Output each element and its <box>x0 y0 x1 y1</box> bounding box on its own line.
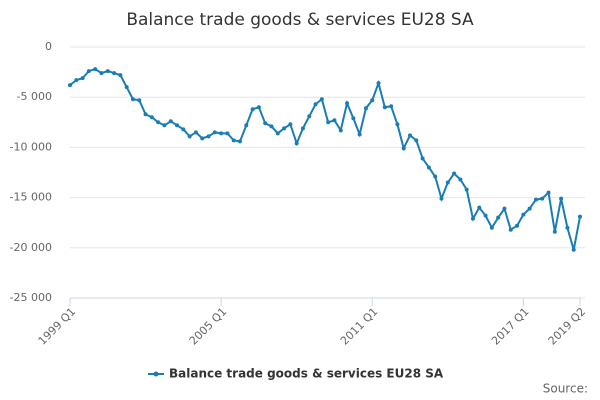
point <box>540 196 545 201</box>
point <box>124 85 129 90</box>
point <box>313 102 318 107</box>
point <box>445 180 450 185</box>
point <box>282 126 287 131</box>
y-tick-label: -15 000 <box>10 191 52 204</box>
point <box>250 107 255 112</box>
point <box>439 196 444 201</box>
point <box>200 136 205 141</box>
point <box>559 196 564 201</box>
x-tick-label: 2011 Q1 <box>338 305 381 348</box>
point <box>483 213 488 218</box>
point <box>345 101 350 106</box>
source: Source: <box>543 382 588 396</box>
point <box>370 98 375 103</box>
point <box>338 128 343 133</box>
point <box>68 83 72 88</box>
point <box>168 119 173 124</box>
point <box>219 131 224 136</box>
point <box>376 81 381 86</box>
point <box>565 225 570 230</box>
point <box>533 197 538 202</box>
point <box>319 97 324 102</box>
y-tick-label: -10 000 <box>10 140 52 153</box>
point <box>502 206 507 211</box>
point <box>571 247 576 252</box>
point <box>225 131 230 136</box>
x-tick-label: 2019 Q2 <box>546 305 589 348</box>
point <box>256 105 261 110</box>
point <box>527 206 532 211</box>
point <box>414 138 419 143</box>
point <box>80 76 85 81</box>
point <box>238 139 242 144</box>
point <box>363 106 368 111</box>
point <box>408 133 412 138</box>
point <box>294 141 299 146</box>
x-tick-label: 1999 Q1 <box>36 305 79 348</box>
point <box>477 205 482 210</box>
legend-label: Balance trade goods & services EU28 SA <box>169 367 444 381</box>
point <box>389 104 394 109</box>
point <box>470 216 475 221</box>
point <box>86 69 91 74</box>
point <box>137 98 142 103</box>
point <box>395 122 400 127</box>
point <box>458 177 463 182</box>
point <box>149 115 154 120</box>
y-tick-label: -20 000 <box>10 241 52 254</box>
point <box>433 174 438 179</box>
point <box>452 171 457 176</box>
point <box>231 138 236 143</box>
legend-marker <box>153 371 159 377</box>
point <box>326 120 331 125</box>
y-tick-label: -5 000 <box>17 90 52 103</box>
point <box>521 212 526 217</box>
point <box>93 67 98 72</box>
x-tick-label: 2005 Q1 <box>187 305 230 348</box>
point <box>244 123 249 128</box>
point <box>162 123 167 128</box>
point <box>143 112 148 117</box>
point <box>105 69 110 74</box>
point <box>288 122 293 127</box>
point <box>99 71 104 76</box>
point <box>515 223 520 228</box>
point <box>426 165 431 170</box>
point <box>112 71 117 76</box>
point <box>74 78 79 83</box>
point <box>269 124 274 129</box>
point <box>420 156 425 161</box>
point <box>332 118 337 123</box>
point <box>300 126 305 131</box>
point <box>263 121 268 126</box>
chart-title: Balance trade goods & services EU28 SA <box>126 10 474 30</box>
point <box>275 131 280 136</box>
point <box>193 130 198 135</box>
point <box>206 134 211 139</box>
point <box>187 134 192 139</box>
point <box>496 215 501 220</box>
point <box>307 114 312 119</box>
point <box>382 105 387 110</box>
point <box>118 73 123 78</box>
point <box>489 225 494 230</box>
point <box>130 97 135 102</box>
x-tick-label: 2017 Q1 <box>489 305 532 348</box>
point <box>464 187 469 192</box>
point <box>181 127 186 132</box>
point <box>546 190 551 195</box>
point <box>578 214 582 219</box>
point <box>508 227 513 232</box>
point <box>351 116 356 121</box>
point <box>212 130 217 135</box>
point <box>156 120 161 125</box>
y-tick-label: -25 000 <box>10 291 52 304</box>
y-tick-label: 0 <box>45 40 52 53</box>
point <box>552 229 557 234</box>
point <box>357 132 362 137</box>
line <box>69 67 581 251</box>
point <box>175 123 180 128</box>
point <box>401 146 406 151</box>
